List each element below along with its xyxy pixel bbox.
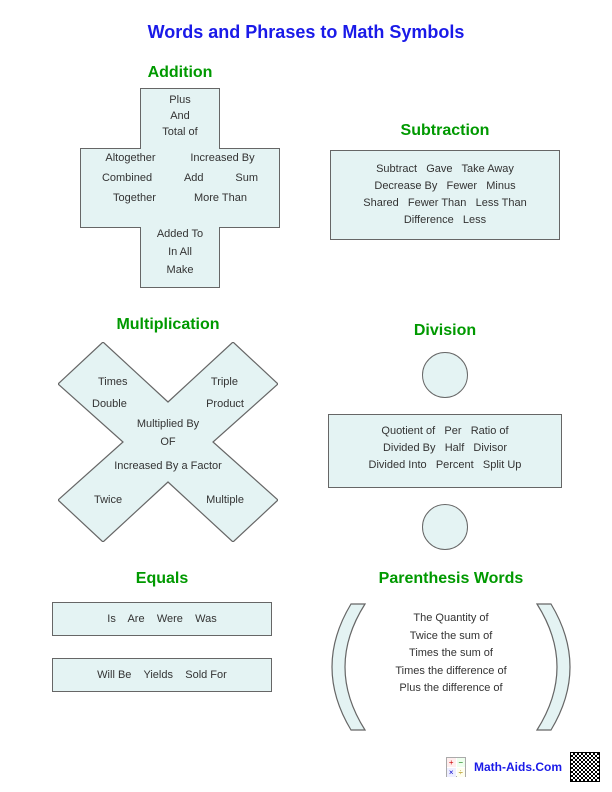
multiplication-section: Multiplication Times Triple Double Produ… xyxy=(48,316,288,542)
addition-word: In All xyxy=(80,246,280,258)
division-title: Division xyxy=(320,322,570,340)
addition-word: Increased By xyxy=(190,152,254,164)
multiplication-word: Triple xyxy=(211,376,238,388)
division-word: Divisor xyxy=(473,442,507,454)
division-icon: Quotient of Per Ratio of Divided By Half… xyxy=(320,346,570,556)
subtraction-word: Minus xyxy=(486,180,515,192)
equals-word: Will Be xyxy=(97,669,131,681)
addition-word: Add xyxy=(184,172,204,184)
parenthesis-section: Parenthesis Words The Quantity of Twice … xyxy=(320,570,582,742)
addition-section: Addition Plus And Total of Altogether In… xyxy=(70,64,290,288)
multiplication-word: Increased By a Factor xyxy=(58,460,278,472)
subtraction-word: Less xyxy=(463,214,486,226)
qr-icon xyxy=(570,752,600,782)
equals-word: Was xyxy=(195,613,217,625)
addition-word: Sum xyxy=(235,172,258,184)
division-word: Ratio of xyxy=(471,425,509,437)
subtraction-word: Fewer xyxy=(447,180,478,192)
equals-icon: Will Be Yields Sold For xyxy=(52,658,272,692)
addition-title: Addition xyxy=(70,64,290,82)
division-word: Per xyxy=(444,425,461,437)
site-link[interactable]: Math-Aids.Com xyxy=(474,760,562,774)
parenthesis-title: Parenthesis Words xyxy=(320,570,582,588)
addition-word: Total of xyxy=(80,126,280,138)
subtraction-word: Less Than xyxy=(476,197,527,209)
minus-icon: Subtract Gave Take Away Decrease By Fewe… xyxy=(330,150,560,240)
division-word: Quotient of xyxy=(381,425,435,437)
subtraction-word: Gave xyxy=(426,163,452,175)
parenthesis-word: Times the difference of xyxy=(363,663,539,681)
logo-icon: + − × ÷ xyxy=(446,757,466,777)
multiplication-word: Twice xyxy=(94,494,122,506)
subtraction-word: Shared xyxy=(363,197,398,209)
division-section: Division Quotient of Per Ratio of Divide… xyxy=(320,322,570,556)
multiplication-word: Product xyxy=(206,398,244,410)
parenthesis-word: Plus the difference of xyxy=(363,680,539,698)
plus-icon: Plus And Total of Altogether Increased B… xyxy=(80,88,280,288)
subtraction-word: Difference xyxy=(404,214,454,226)
division-word: Split Up xyxy=(483,459,522,471)
multiplication-word: Times xyxy=(98,376,128,388)
equals-word: Is xyxy=(107,613,116,625)
times-icon: Times Triple Double Product Multiplied B… xyxy=(58,342,278,542)
addition-word: Added To xyxy=(80,228,280,240)
equals-section: Equals Is Are Were Was Will Be Yields So… xyxy=(42,570,282,692)
equals-icon: Is Are Were Was xyxy=(52,602,272,636)
subtraction-title: Subtraction xyxy=(320,122,570,140)
parenthesis-word: Times the sum of xyxy=(363,645,539,663)
division-word: Percent xyxy=(436,459,474,471)
subtraction-word: Subtract xyxy=(376,163,417,175)
parenthesis-icon: The Quantity of Twice the sum of Times t… xyxy=(321,592,581,742)
addition-word: More Than xyxy=(194,192,247,204)
addition-word: Together xyxy=(113,192,156,204)
addition-word: Make xyxy=(80,264,280,276)
equals-word: Were xyxy=(157,613,183,625)
equals-word: Yields xyxy=(143,669,173,681)
multiplication-word: Double xyxy=(92,398,127,410)
addition-word: Plus xyxy=(80,94,280,106)
addition-word: Combined xyxy=(102,172,152,184)
multiplication-word: Multiple xyxy=(206,494,244,506)
multiplication-title: Multiplication xyxy=(48,316,288,334)
subtraction-word: Decrease By xyxy=(374,180,437,192)
equals-word: Sold For xyxy=(185,669,227,681)
equals-word: Are xyxy=(127,613,144,625)
multiplication-word: OF xyxy=(58,436,278,448)
division-word: Divided Into xyxy=(369,459,427,471)
division-word: Half xyxy=(445,442,465,454)
equals-title: Equals xyxy=(42,570,282,588)
subtraction-word: Take Away xyxy=(462,163,514,175)
footer: + − × ÷ Math-Aids.Com xyxy=(446,752,600,782)
parenthesis-word: Twice the sum of xyxy=(363,628,539,646)
page-title: Words and Phrases to Math Symbols xyxy=(0,0,612,43)
subtraction-section: Subtraction Subtract Gave Take Away Decr… xyxy=(320,122,570,240)
multiplication-word: Multiplied By xyxy=(58,418,278,430)
subtraction-word: Fewer Than xyxy=(408,197,467,209)
division-word: Divided By xyxy=(383,442,436,454)
addition-word: Altogether xyxy=(105,152,155,164)
parenthesis-word: The Quantity of xyxy=(363,610,539,628)
addition-word: And xyxy=(80,110,280,122)
